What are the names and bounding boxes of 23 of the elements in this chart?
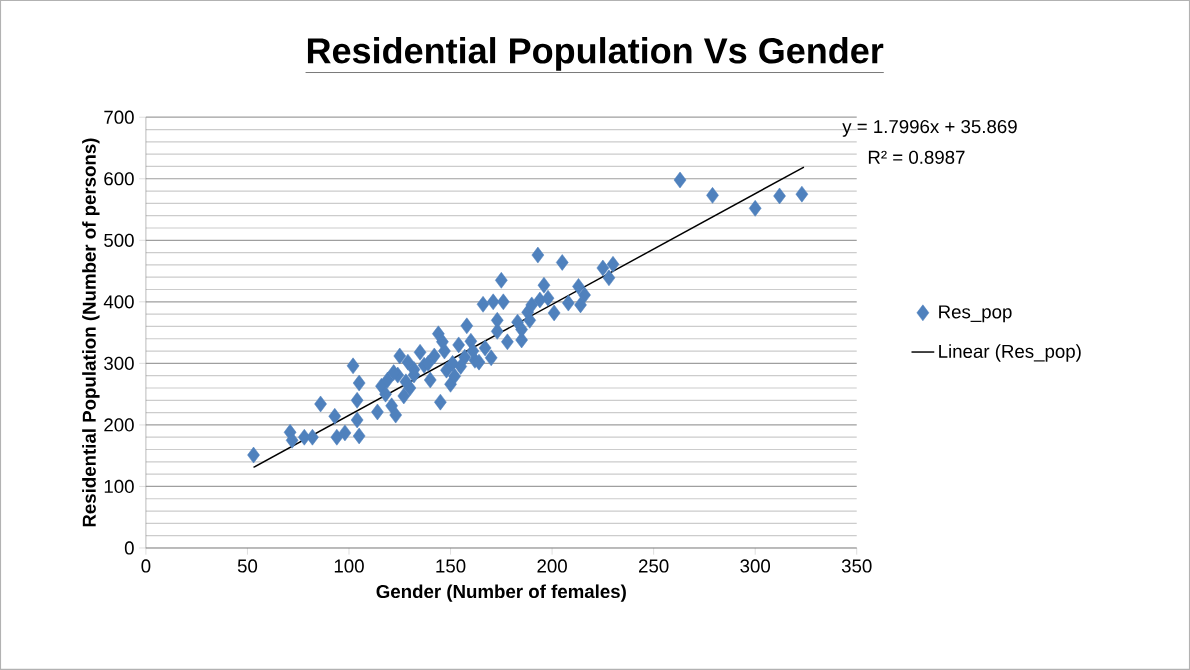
y-tick-label: 300 [104,356,134,371]
x-tick-label: 0 [141,559,151,573]
text: R² = 0.8987 [868,150,965,164]
chart-title: Residential Population Vs Gender [307,37,884,71]
legend-label: Linear (Res_pop) [939,344,1081,362]
annotation: y = 1.7996x + 35.869 [842,120,1017,137]
y-tick-label: 100 [104,479,134,494]
y-tick-label: 400 [103,295,134,309]
x-tick-label: 350 [841,559,872,573]
x-tick-label: 150 [436,559,466,573]
y-tick-label: 700 [104,110,134,124]
x-axis-title: Gender (Number of females) [376,584,626,602]
x-tick-label: 50 [237,559,258,573]
x-tick-label: 300 [740,559,771,573]
x-tick-label: 250 [639,559,669,573]
y-tick-label: 200 [104,418,134,432]
y-axis-title: Residential Population (Number of persons) [82,138,100,527]
legend-label: Res_pop [939,305,1012,323]
x-tick-label: 100 [334,559,364,573]
x-tick-label: 200 [537,559,567,573]
y-tick-label: 600 [104,172,134,186]
y-tick-label: 500 [104,233,134,247]
y-tick-label: 0 [124,541,134,555]
